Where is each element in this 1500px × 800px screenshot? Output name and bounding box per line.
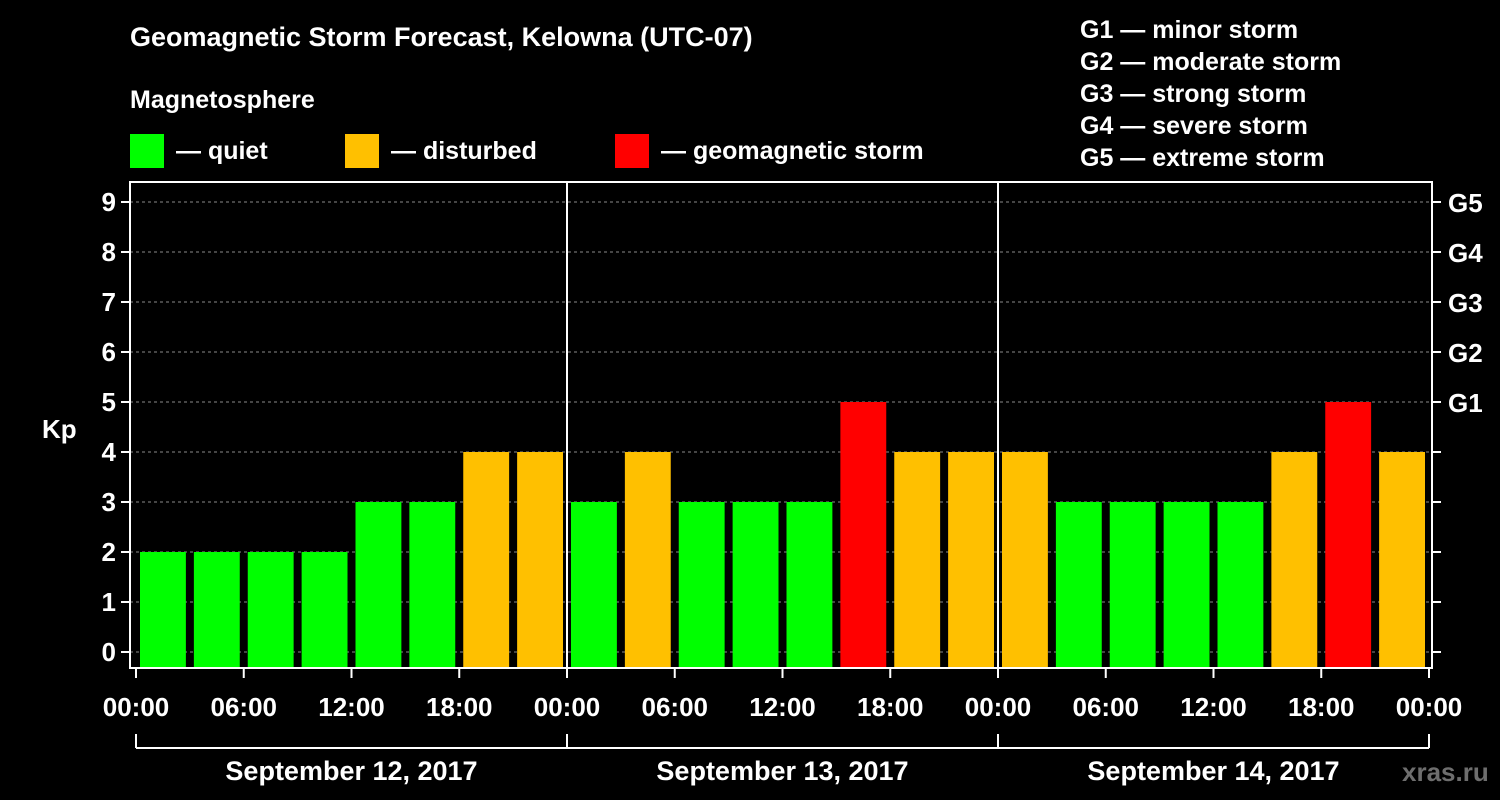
kp-bar bbox=[678, 502, 725, 668]
kp-bar bbox=[571, 502, 617, 668]
x-tick-label: 06:00 bbox=[1073, 692, 1140, 722]
legend-swatch-quiet bbox=[130, 134, 164, 168]
y-tick-label: 6 bbox=[102, 337, 116, 367]
x-tick-label: 12:00 bbox=[318, 692, 385, 722]
kp-bar bbox=[1379, 452, 1425, 668]
chart-title: Geomagnetic Storm Forecast, Kelowna (UTC… bbox=[130, 22, 753, 52]
kp-bar bbox=[1217, 502, 1264, 668]
kp-bar bbox=[463, 452, 510, 668]
y-tick-label: 3 bbox=[102, 487, 116, 517]
x-tick-label: 12:00 bbox=[1180, 692, 1247, 722]
y-tick-label: 9 bbox=[102, 187, 116, 217]
y-tick-label: 1 bbox=[102, 587, 116, 617]
legend-subtitle: Magnetosphere bbox=[130, 86, 315, 114]
storm-scale-g3: G3 — strong storm bbox=[1080, 80, 1307, 108]
legend-item-quiet: — quiet bbox=[130, 134, 268, 168]
kp-bar bbox=[301, 552, 348, 668]
x-tick-label: 18:00 bbox=[426, 692, 493, 722]
kp-bar bbox=[409, 502, 456, 668]
x-tick-label: 00:00 bbox=[1396, 692, 1463, 722]
storm-scale-g2: G2 — moderate storm bbox=[1080, 48, 1342, 76]
kp-bar bbox=[140, 552, 186, 668]
storm-scale-g4: G4 — severe storm bbox=[1080, 112, 1308, 140]
kp-bar bbox=[1055, 502, 1102, 668]
y-tick-label: 7 bbox=[102, 287, 116, 317]
storm-level-label: G2 bbox=[1448, 338, 1483, 368]
kp-bar bbox=[193, 552, 240, 668]
kp-bar bbox=[1109, 502, 1156, 668]
x-tick-label: 00:00 bbox=[965, 692, 1032, 722]
y-tick-label: 4 bbox=[102, 437, 117, 467]
storm-level-label: G4 bbox=[1448, 238, 1483, 268]
storm-scale-g1: G1 — minor storm bbox=[1080, 16, 1299, 44]
plot-frame bbox=[129, 181, 1433, 669]
kp-bar bbox=[1325, 402, 1372, 668]
x-tick-label: 00:00 bbox=[534, 692, 601, 722]
kp-bar bbox=[732, 502, 779, 668]
day-label: September 12, 2017 bbox=[225, 756, 477, 786]
kp-bar bbox=[517, 452, 563, 668]
legend-item-storm: — geomagnetic storm bbox=[615, 134, 924, 168]
x-tick-label: 06:00 bbox=[642, 692, 709, 722]
legend-swatch-storm bbox=[615, 134, 649, 168]
kp-bar bbox=[840, 402, 887, 668]
day-label: September 14, 2017 bbox=[1087, 756, 1339, 786]
kp-bar bbox=[624, 452, 671, 668]
y-tick-label: 8 bbox=[102, 237, 116, 267]
legend-label-storm: — geomagnetic storm bbox=[661, 136, 924, 165]
x-tick-label: 18:00 bbox=[1288, 692, 1355, 722]
kp-bar bbox=[1163, 502, 1210, 668]
y-tick-label: 5 bbox=[102, 387, 116, 417]
legend-item-disturbed: — disturbed bbox=[345, 134, 537, 168]
storm-level-label: G3 bbox=[1448, 288, 1483, 318]
kp-bar bbox=[1002, 452, 1048, 668]
kp-bar bbox=[786, 502, 833, 668]
kp-bar bbox=[948, 452, 994, 668]
storm-level-label: G1 bbox=[1448, 388, 1483, 418]
storm-level-label: G5 bbox=[1448, 188, 1483, 218]
kp-bar bbox=[894, 452, 941, 668]
legend-label-disturbed: — disturbed bbox=[391, 136, 537, 165]
kp-bar bbox=[355, 502, 402, 668]
storm-scale-list: G1 — minor storm G2 — moderate storm G3 … bbox=[1080, 14, 1341, 174]
kp-bar bbox=[247, 552, 294, 668]
y-axis-label: Kp bbox=[42, 414, 77, 444]
x-tick-label: 06:00 bbox=[211, 692, 278, 722]
x-tick-label: 18:00 bbox=[857, 692, 924, 722]
day-label: September 13, 2017 bbox=[656, 756, 908, 786]
storm-scale-g5: G5 — extreme storm bbox=[1080, 144, 1325, 172]
watermark: xras.ru bbox=[1402, 757, 1489, 787]
y-tick-label: 0 bbox=[102, 637, 116, 667]
legend-swatch-disturbed bbox=[345, 134, 379, 168]
x-tick-label: 00:00 bbox=[103, 692, 170, 722]
kp-bar bbox=[1271, 452, 1318, 668]
x-tick-label: 12:00 bbox=[749, 692, 816, 722]
legend-label-quiet: — quiet bbox=[176, 136, 268, 165]
y-tick-label: 2 bbox=[102, 537, 116, 567]
